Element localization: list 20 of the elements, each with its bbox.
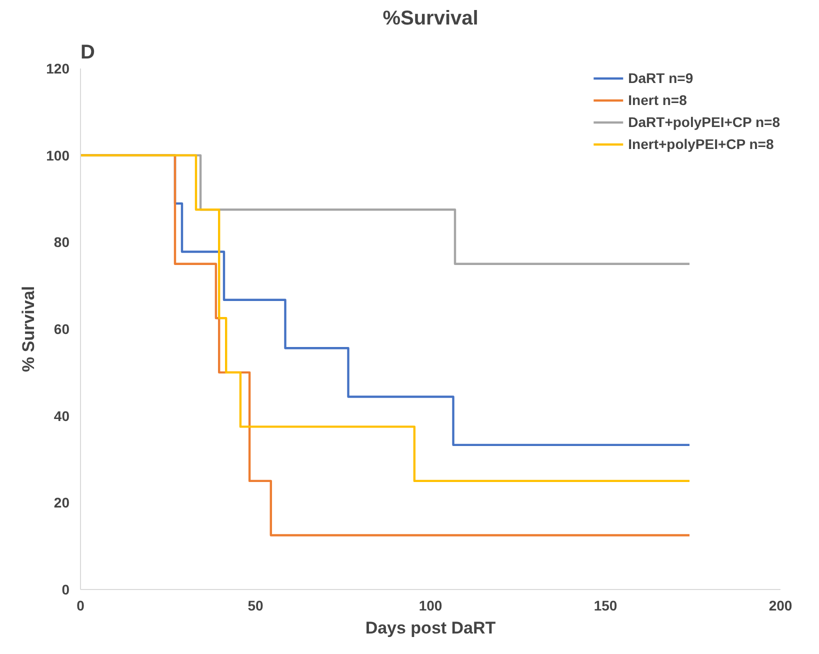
y-tick-label: 60 xyxy=(54,321,70,337)
y-tick-label: 0 xyxy=(62,582,70,598)
y-tick-label: 100 xyxy=(46,147,70,164)
x-tick-label: 150 xyxy=(594,598,618,614)
text: D xyxy=(80,42,95,64)
legend-label: DaRT n=9 xyxy=(628,70,694,86)
legend-label: Inert n=8 xyxy=(628,92,687,108)
y-tick-label: 80 xyxy=(54,234,70,250)
x-tick-label: 0 xyxy=(76,598,85,614)
x-tick-label: 200 xyxy=(768,598,792,614)
y-tick-label: 20 xyxy=(54,494,70,511)
legend-label: Inert+polyPEI+CP n=8 xyxy=(628,136,774,152)
y-tick-label: 40 xyxy=(54,408,70,424)
x-axis-title: Days post DaRT xyxy=(365,618,496,638)
y-tick-label: 120 xyxy=(46,60,70,76)
chart-title: %Survival xyxy=(382,8,478,30)
legend-label: DaRT+polyPEI+CP n=8 xyxy=(628,114,780,130)
x-tick-label: 100 xyxy=(418,598,442,614)
y-axis-title: % Survival xyxy=(19,286,38,372)
x-tick-label: 50 xyxy=(248,598,264,614)
